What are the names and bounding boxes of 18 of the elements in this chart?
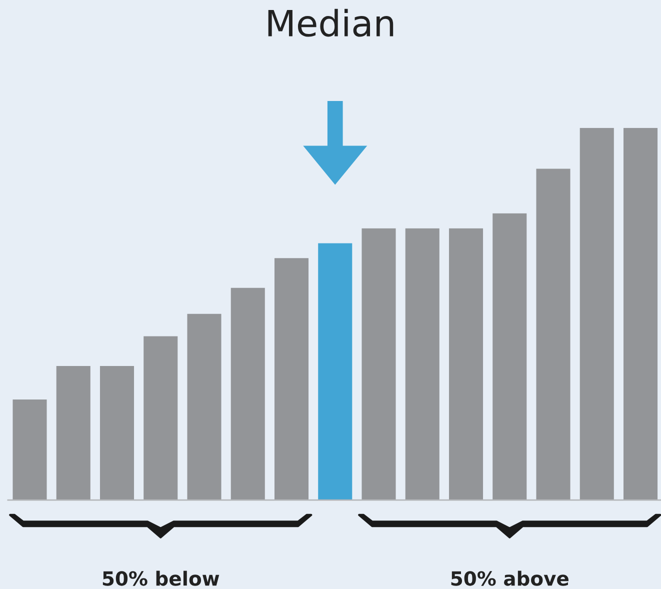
chart-title: Median — [268, 8, 394, 37]
bar — [144, 336, 178, 500]
bar — [100, 366, 134, 500]
bar — [230, 288, 265, 500]
bar — [12, 400, 47, 500]
text: 50% below — [102, 570, 220, 586]
bar — [536, 168, 570, 500]
bar — [187, 314, 222, 500]
text: 50% above — [451, 570, 568, 586]
bar — [580, 128, 614, 500]
bar — [362, 228, 396, 500]
bar — [623, 128, 658, 500]
bar — [448, 228, 484, 500]
bar — [274, 258, 309, 500]
bar — [405, 228, 440, 500]
bar — [318, 243, 352, 500]
bar — [56, 366, 90, 500]
bar — [492, 213, 527, 500]
